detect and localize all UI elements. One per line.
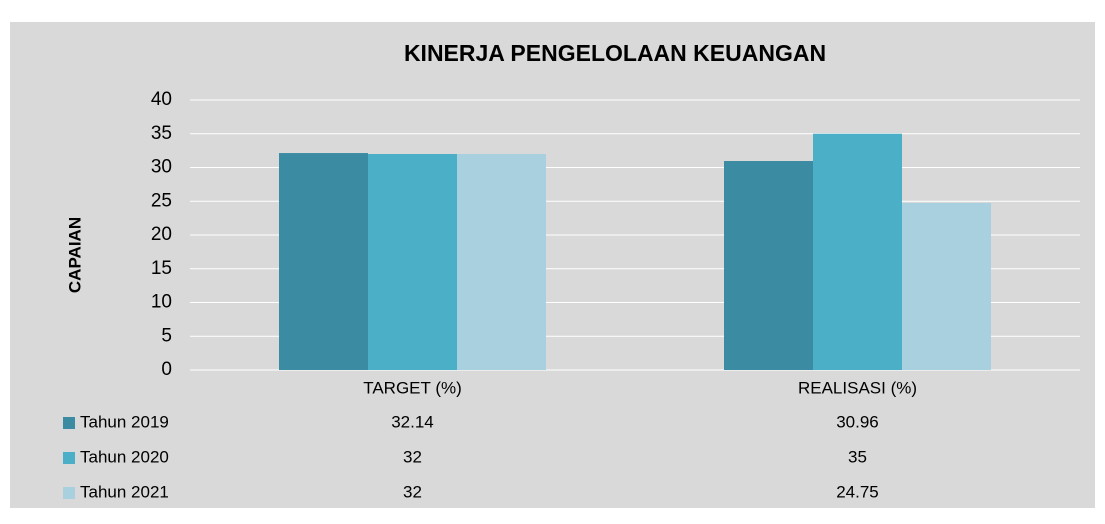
y-tick-label: 0 xyxy=(161,359,172,380)
chart-title: KINERJA PENGELOLAAN KEUANGAN xyxy=(404,40,826,66)
table-value: 32 xyxy=(403,482,422,501)
y-tick-label: 15 xyxy=(151,258,172,279)
legend-swatch xyxy=(63,487,75,499)
legend-swatch xyxy=(63,452,75,464)
bar xyxy=(457,154,546,370)
y-tick-label: 20 xyxy=(151,224,172,245)
y-tick-label: 5 xyxy=(161,325,172,346)
table-value: 32.14 xyxy=(391,412,434,431)
x-tick-label: REALISASI (%) xyxy=(798,378,917,397)
table-value: 30.96 xyxy=(836,412,879,431)
legend-swatch xyxy=(63,417,75,429)
legend-label: Tahun 2021 xyxy=(80,482,169,501)
y-tick-label: 30 xyxy=(151,157,172,178)
bar xyxy=(279,153,368,370)
y-tick-label: 35 xyxy=(151,123,172,144)
bar xyxy=(813,133,902,370)
table-value: 24.75 xyxy=(836,482,879,501)
table-value: 32 xyxy=(403,447,422,466)
bar xyxy=(368,154,457,370)
table-value: 35 xyxy=(848,447,867,466)
y-tick-label: 40 xyxy=(151,89,172,110)
y-tick-label: 25 xyxy=(151,190,172,211)
y-axis-label: CAPAIAN xyxy=(65,217,84,293)
legend-label: Tahun 2019 xyxy=(80,412,169,431)
x-tick-label: TARGET (%) xyxy=(363,378,462,397)
bar xyxy=(724,161,813,370)
y-tick-label: 10 xyxy=(151,292,172,313)
legend-label: Tahun 2020 xyxy=(80,447,169,466)
bar xyxy=(902,202,991,370)
